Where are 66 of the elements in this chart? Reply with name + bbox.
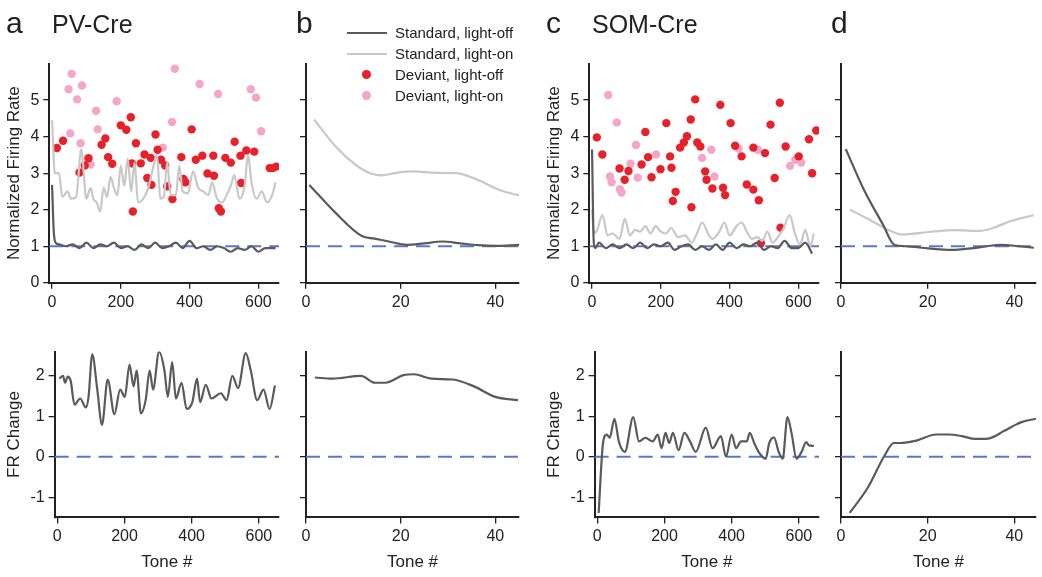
y-tick-label: 4	[30, 127, 40, 145]
x-tick-label: 400	[176, 292, 204, 310]
y-tick-label: 2	[570, 200, 580, 218]
y-tick-label: 5	[30, 90, 40, 108]
x-tick-label: 600	[245, 527, 273, 545]
x-tick-label: 40	[486, 527, 505, 545]
x-tick-label: 40	[1005, 527, 1024, 545]
y-tick-label: -1	[570, 487, 585, 505]
y-tick-label: 4	[570, 127, 580, 145]
x-tick-label: 400	[716, 292, 744, 310]
y-tick-label: 2	[35, 366, 45, 384]
legend-label: Deviant, light-on	[395, 86, 504, 106]
x-tick-label: 600	[245, 292, 272, 310]
y-tick-label: 3	[30, 163, 40, 181]
x-axis-title: Tone #	[912, 552, 965, 572]
x-axis-title: Tone #	[141, 552, 193, 572]
x-tick-label: 20	[918, 292, 937, 310]
x-tick-label: 400	[178, 527, 206, 545]
y-tick-label: 0	[30, 273, 40, 291]
x-tick-label: 400	[718, 527, 746, 545]
y-axis-title: Normalized Firing Rate	[3, 86, 23, 261]
x-tick-label: 0	[587, 292, 597, 310]
text: b	[296, 6, 313, 40]
x-tick-label: 20	[391, 527, 410, 545]
y-axis-title: Normalized Firing Rate	[543, 86, 563, 261]
x-tick-label: 20	[391, 292, 410, 310]
y-tick-label: 2	[30, 200, 40, 218]
x-tick-label: 20	[918, 527, 937, 545]
y-axis-title: FR Change	[543, 391, 563, 478]
y-tick-label: 1	[575, 406, 585, 424]
y-tick-label: 1	[35, 406, 45, 424]
x-tick-label: 0	[301, 527, 311, 545]
legend-label: Standard, light-off	[395, 23, 514, 43]
x-tick-label: 600	[785, 527, 813, 545]
x-tick-label: 0	[836, 527, 846, 545]
x-axis-title: Tone #	[386, 552, 439, 572]
y-tick-label: 3	[570, 163, 580, 181]
x-tick-label: 0	[301, 292, 311, 310]
text: c	[546, 6, 561, 40]
x-tick-label: 200	[651, 527, 678, 545]
chart-title: PV-Cre	[52, 10, 133, 39]
y-tick-label: 2	[575, 366, 585, 384]
x-tick-label: 40	[1005, 292, 1024, 310]
x-tick-label: 0	[592, 527, 602, 545]
chart-title: SOM-Cre	[592, 10, 698, 39]
x-axis-title: Tone #	[681, 552, 733, 572]
y-tick-label: 0	[35, 447, 45, 465]
y-tick-label: 0	[575, 447, 585, 465]
x-tick-label: 600	[785, 292, 812, 310]
x-tick-label: 200	[647, 292, 675, 310]
legend-label: Standard, light-on	[395, 44, 514, 64]
x-tick-label: 40	[486, 292, 505, 310]
y-tick-label: 1	[570, 236, 580, 254]
x-tick-label: 200	[111, 527, 138, 545]
x-tick-label: 0	[52, 527, 62, 545]
x-tick-label: 0	[836, 292, 846, 310]
x-tick-label: 0	[47, 292, 57, 310]
y-tick-label: 0	[570, 273, 580, 291]
y-axis-title: FR Change	[3, 391, 23, 478]
y-tick-label: 1	[30, 236, 40, 254]
y-tick-label: -1	[30, 487, 45, 505]
text: a	[6, 6, 23, 40]
text: d	[831, 6, 848, 40]
legend-label: Deviant, light-off	[395, 65, 504, 85]
y-tick-label: 5	[570, 90, 580, 108]
x-tick-label: 200	[107, 292, 135, 310]
